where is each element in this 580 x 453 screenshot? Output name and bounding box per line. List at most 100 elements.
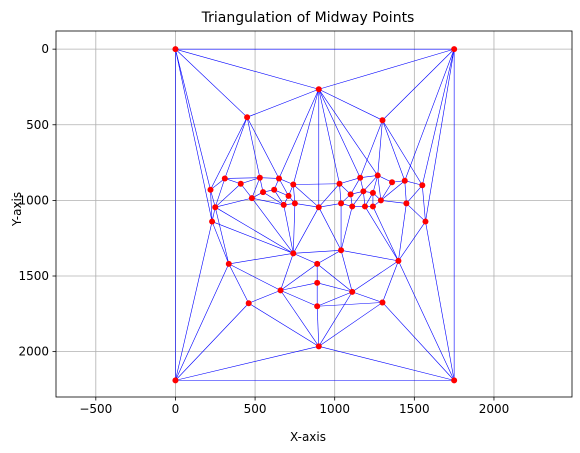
data-point [275, 175, 282, 182]
y-axis-ticks: 0 500 1000 1500 2000 [18, 42, 56, 359]
triangulation-edge [175, 48, 248, 118]
triangulation-edge [247, 88, 319, 118]
x-axis-label: X-axis [290, 430, 326, 444]
triangulation-edge [280, 253, 294, 291]
triangulation-edge [228, 253, 294, 265]
triangulation-edge [240, 177, 260, 185]
triangulation-edge [406, 185, 423, 204]
y-tick-label: 0 [41, 42, 49, 56]
triangulation-edge [422, 49, 455, 186]
triangulation-edge [363, 175, 378, 192]
data-point [360, 188, 367, 195]
data-point [451, 377, 458, 384]
triangulation-edge [404, 49, 455, 181]
data-point [277, 287, 284, 294]
triangulation-edge [283, 204, 294, 254]
triangulation-edge [292, 184, 296, 204]
y-tick-label: 1500 [18, 269, 49, 283]
data-point [403, 200, 410, 207]
x-tick-label: −500 [79, 402, 112, 416]
triangulation-edge [278, 178, 289, 196]
triangulation-edge [251, 197, 284, 206]
triangulation-edge [251, 197, 294, 254]
triangulation-edge [215, 206, 294, 254]
triangulation-edge [317, 291, 353, 307]
triangulation-edge [318, 88, 383, 121]
y-tick-label: 500 [26, 118, 49, 132]
triangulation-edge [318, 183, 340, 208]
triangulation-edge [210, 178, 226, 191]
triangulation-edge [317, 250, 342, 265]
triangulation-edge [318, 89, 340, 184]
triangulation-edge [382, 48, 455, 121]
triangulation-edge [382, 302, 455, 381]
data-point [379, 299, 386, 306]
triangulation-edge [316, 263, 353, 293]
data-point [349, 288, 356, 295]
x-axis-ticks: −500 0 500 1000 1500 2000 [79, 397, 509, 416]
data-point [280, 201, 287, 208]
data-point [389, 179, 396, 186]
triangulation-edge [278, 89, 320, 179]
triangulation-edge [175, 346, 319, 381]
data-point [374, 172, 381, 179]
triangulation-edge [318, 302, 383, 347]
data-point [314, 260, 321, 267]
data-point [347, 191, 354, 198]
triangulation-edge [175, 303, 249, 381]
chart-title: Triangulation of Midway Points [201, 10, 415, 26]
triangulation-edge [380, 200, 407, 204]
data-point [212, 204, 219, 211]
triangulation-edge [352, 291, 383, 303]
triangulation-edge [340, 250, 353, 292]
data-point [369, 203, 376, 210]
data-point [338, 247, 345, 254]
triangulation-edge [215, 197, 252, 208]
triangulation-edge [210, 189, 216, 208]
triangulation-edge [259, 177, 279, 179]
triangulation-edge [248, 302, 319, 347]
data-point [256, 174, 263, 181]
data-point [357, 174, 364, 181]
data-point [349, 203, 356, 210]
triangulation-edge [228, 263, 249, 304]
triangulation-edge [214, 207, 230, 264]
y-tick-label: 1000 [18, 193, 49, 207]
triangulation-edge [280, 282, 318, 291]
triangulation-edge [293, 184, 319, 208]
x-tick-label: 0 [172, 402, 180, 416]
triangulation-edge [262, 191, 284, 206]
triangulation-edge [404, 180, 407, 204]
triangulation-edge [318, 203, 342, 208]
triangulation-edge [316, 306, 320, 347]
data-point [237, 180, 244, 187]
triangulation-edge [246, 117, 261, 178]
triangulation-edge [398, 260, 455, 381]
triangulation-edge [318, 48, 455, 90]
triangulation-edge [398, 221, 426, 262]
data-point [314, 303, 321, 310]
data-point [221, 175, 228, 182]
plot-frame [55, 30, 573, 398]
triangulation-edge [280, 290, 318, 307]
triangulation-edge [339, 177, 361, 185]
triangulation-edge [341, 250, 399, 262]
triangulation-edge [372, 206, 399, 262]
triangulation-edge [425, 221, 455, 381]
triangulation-edge [380, 180, 405, 201]
triangulation-edge [317, 302, 383, 307]
triangulation-edge [293, 249, 342, 254]
triangulation-edge [377, 175, 382, 201]
data-point [225, 260, 232, 267]
triangulation-edge [377, 120, 383, 176]
triangulation-edge [215, 183, 241, 208]
data-point [271, 186, 278, 193]
triangulation-edge [293, 253, 318, 265]
triangulation-edge [214, 178, 226, 208]
data-point [379, 117, 386, 124]
data-point [361, 203, 368, 210]
triangulation-edge [421, 185, 426, 222]
data-point [209, 218, 216, 225]
triangulation-edge [292, 203, 296, 254]
data-point [172, 377, 179, 384]
